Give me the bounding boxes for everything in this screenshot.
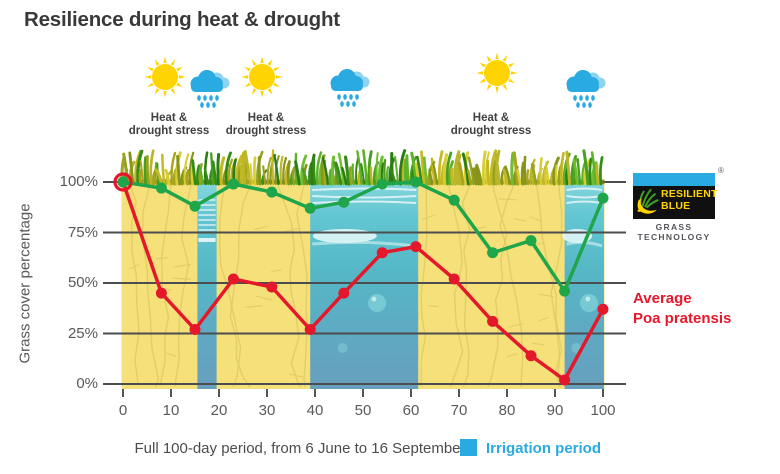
y-tick-label: 75% [67,223,98,241]
rain-cloud-icon [326,67,374,109]
stress-label: Heat & drought stress [104,112,234,138]
logo-line2: BLUE [661,200,691,212]
poa-label-line1: Average [633,290,692,307]
grass-illustration [120,149,605,186]
resilient-blue-logo: RESILIENT BLUE [633,173,718,219]
rain-cloud-icon [562,68,610,110]
x-tick-label: 10 [162,402,180,419]
sun-icon [240,55,284,99]
sun-icon [475,51,519,95]
x-tick-label: 0 [118,402,128,419]
y-tick-label: 0% [76,375,98,392]
stress-label-line1: Heat & [247,112,285,124]
x-tick-label: 50 [354,402,372,419]
y-tick-label: 25% [67,324,98,342]
sun-icon [143,55,187,99]
x-tick-label: 20 [210,402,228,419]
poa-label-line2: Poa pratensis [633,310,732,327]
stress-label-line1: Heat & [150,112,188,124]
y-tick-label: 100% [59,173,98,190]
logo-line1: RESILIENT [661,188,718,200]
irrigation-legend-label: Irrigation period [486,440,602,457]
grass-hand-icon [635,187,661,217]
y-tick-label: 50% [67,274,98,291]
x-axis-caption: Full 100-day period, from 6 June to 16 S… [134,440,466,457]
irrigation-legend-swatch [460,439,477,456]
x-tick-label: 100 [590,402,616,419]
logo-tagline: GRASS TECHNOLOGY [637,222,711,242]
irrigation-bands [197,182,604,389]
start-point-ring [113,172,133,192]
stress-label: Heat & drought stress [426,112,556,138]
poa-pratensis-label: Average Poa pratensis [633,289,731,329]
x-tick-label: 40 [306,402,324,419]
stress-label-line2: drought stress [128,125,210,137]
stress-label-line2: drought stress [225,125,307,137]
stress-label-line2: drought stress [450,125,532,137]
registered-trademark: ® [718,166,724,175]
x-tick-label: 80 [498,402,516,419]
x-tick-label: 30 [258,402,276,419]
stress-label: Heat & drought stress [201,112,331,138]
x-tick-label: 60 [402,402,420,419]
stress-label-line1: Heat & [472,112,510,124]
page-title: Resilience during heat & drought [24,8,340,31]
logo-wordmark: RESILIENT BLUE [661,188,718,212]
x-tick-label: 90 [546,402,564,419]
rain-cloud-icon [186,68,234,110]
x-tick-label: 70 [450,402,468,419]
x-axis-ticks [122,389,604,397]
data-series [117,176,609,386]
logo-blue-strip [633,173,715,186]
